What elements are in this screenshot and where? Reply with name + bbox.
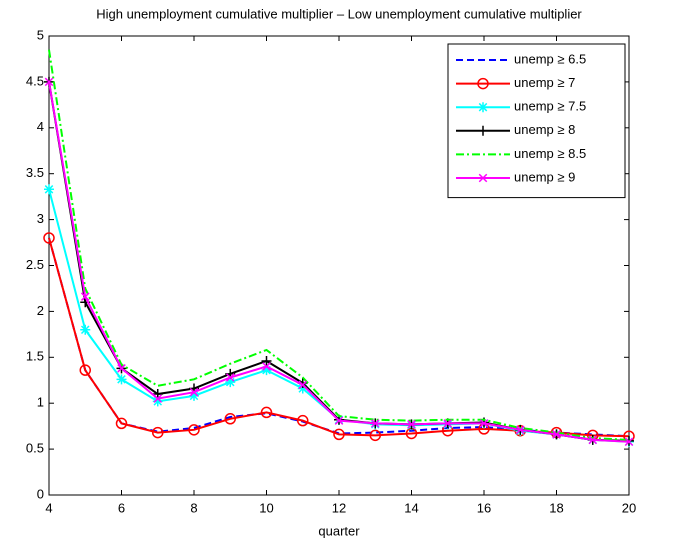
y-tick-label: 4.5 [26,73,44,88]
x-tick-label: 16 [477,500,491,515]
marker [115,417,128,430]
marker [297,383,308,394]
marker [80,292,90,301]
marker [443,419,453,428]
marker [552,430,561,439]
y-tick-label: 0.5 [26,441,44,456]
chart-title: High unemployment cumulative multiplier … [96,6,582,21]
y-tick-label: 3 [37,211,44,226]
y-tick-label: 1 [37,395,44,410]
marker [260,406,273,419]
marker [478,102,488,113]
y-tick-label: 4 [37,119,44,134]
y-tick-label: 3.5 [26,165,44,180]
marker [153,394,163,403]
marker [225,377,236,388]
marker [370,419,380,428]
marker [189,390,199,401]
marker [478,125,488,136]
marker [261,355,272,366]
marker [262,362,271,371]
marker [407,420,416,429]
marker [261,365,272,376]
marker [225,373,235,382]
marker [624,437,634,447]
marker [44,184,54,195]
y-tick-label: 0 [37,486,44,501]
x-tick-label: 10 [259,500,273,515]
x-tick-label: 8 [190,500,197,515]
marker [478,173,488,183]
marker [79,364,91,376]
legend-box [447,43,626,199]
marker [588,435,598,445]
marker [297,414,309,427]
y-tick-label: 5 [37,27,44,42]
marker [43,232,55,244]
x-tick-label: 20 [622,500,636,515]
marker [334,416,344,425]
legend-label: unemp ≥ 8 [514,122,575,137]
y-tick-label: 2 [37,303,44,318]
legend-label: unemp ≥ 9 [514,169,575,184]
x-tick-label: 6 [118,500,125,515]
marker [152,396,163,407]
marker [44,77,54,87]
x-tick-label: 14 [404,500,418,515]
x-tick-label: 12 [332,500,346,515]
marker [116,374,127,385]
marker [333,428,345,441]
marker [224,413,236,425]
marker [80,324,91,335]
y-tick-label: 1.5 [26,349,44,364]
marker [189,387,199,397]
legend-label: unemp ≥ 7 [514,75,575,90]
x-tick-label: 18 [549,500,563,515]
series-line [48,49,630,441]
marker [515,425,525,435]
marker [369,429,381,442]
marker [298,380,308,390]
legend-label: unemp ≥ 8.5 [514,146,586,161]
marker [117,364,126,373]
x-axis-label: quarter [318,523,360,538]
y-tick-label: 2.5 [26,257,44,272]
x-tick-label: 4 [45,500,52,515]
marker [188,424,200,436]
marker [152,426,164,439]
legend-label: unemp ≥ 6.5 [514,51,586,66]
marker [477,77,489,90]
marker [479,419,489,428]
legend: unemp ≥ 6.5 unemp ≥ 7 unemp ≥ 7.5 unemp ≥ 8… [447,43,626,199]
legend-label: unemp ≥ 7.5 [514,99,586,114]
